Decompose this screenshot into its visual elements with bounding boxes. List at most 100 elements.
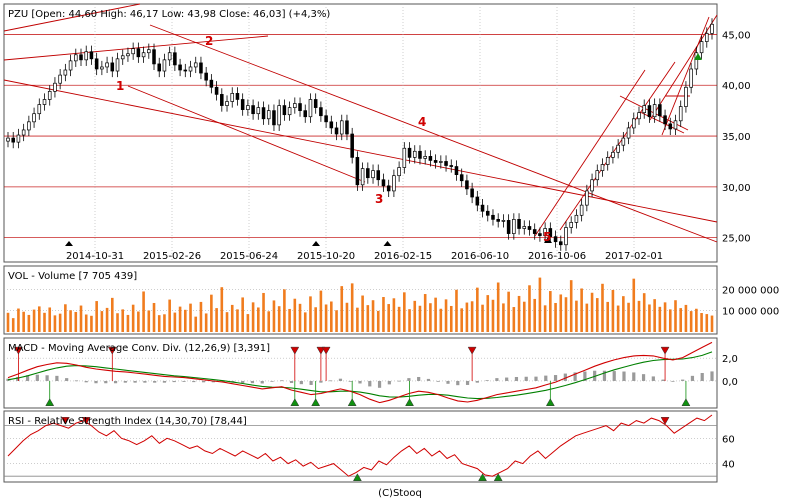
macd-y-tick-label: 2,0: [722, 354, 738, 365]
price-marker-triangle: [65, 241, 73, 246]
volume-bar: [674, 300, 677, 332]
rsi-panel-title: RSI - Relative Strength Index (14,30,70)…: [8, 416, 247, 427]
volume-bar: [74, 311, 78, 332]
volume-panel-frame: [3, 265, 718, 335]
copyright-footer: (C)Stooq: [378, 488, 422, 499]
candle-body: [272, 110, 276, 126]
macd-histogram-bar: [514, 376, 519, 381]
macd-buy-marker: [45, 398, 55, 406]
candle-body: [532, 229, 537, 234]
macd-histogram-bar: [710, 371, 714, 381]
macd-histogram-bar: [475, 380, 479, 383]
candle-body: [162, 59, 167, 72]
macd-buy-marker: [545, 398, 555, 406]
volume-bar: [95, 301, 98, 332]
candle-body: [287, 107, 292, 116]
price-x-tick-label: 2016-02-15: [374, 251, 432, 262]
volume-tick-labels: 20 000 000 10 000 000: [722, 285, 779, 317]
volume-bar: [314, 307, 317, 332]
volume-bar: [84, 314, 88, 332]
macd-histogram-bar: [485, 380, 489, 381]
macd-histogram-bar: [524, 376, 528, 381]
candle-body: [402, 147, 407, 168]
volume-bar: [549, 291, 552, 332]
candle-body: [37, 104, 42, 115]
macd-histogram-bar: [84, 380, 88, 383]
volume-bar: [48, 307, 52, 332]
macd-histogram-bar: [436, 380, 440, 382]
volume-bar: [517, 295, 521, 332]
volume-bar: [283, 289, 286, 332]
candle-body: [538, 233, 542, 236]
volume-bar: [491, 299, 495, 332]
price-marker-triangle: [312, 241, 320, 246]
candle-body: [418, 150, 422, 159]
volume-panel-title: VOL - Volume [7 705 439]: [8, 271, 137, 282]
volume-bar: [564, 297, 568, 332]
macd-histogram-bar: [35, 374, 39, 381]
candle-body: [63, 69, 68, 76]
macd-histogram-bar: [280, 380, 284, 382]
candle-body: [282, 105, 287, 116]
macd-line: [7, 341, 713, 404]
volume-bar: [465, 302, 469, 332]
volume-bar: [413, 300, 417, 332]
candle-body: [371, 170, 375, 179]
volume-bar: [147, 310, 151, 332]
candle-body: [684, 86, 688, 107]
volume-bar: [382, 297, 385, 332]
volume-bar: [6, 312, 10, 332]
macd-histogram-bar: [368, 380, 372, 387]
volume-bar: [324, 304, 328, 332]
volume-bar: [538, 277, 542, 332]
volume-bar: [569, 280, 573, 332]
macd-sell-marker: [290, 346, 300, 355]
candle-body: [42, 99, 47, 105]
candle-body: [590, 179, 594, 192]
candle-body: [501, 220, 506, 222]
macd-grid: [4, 357, 717, 382]
volume-bar: [444, 299, 448, 332]
candle-body: [517, 219, 521, 229]
candle-body: [512, 219, 516, 234]
macd-y-tick-label: 0,0: [722, 377, 738, 388]
macd-histogram-bar: [671, 380, 675, 382]
macd-histogram-bar: [123, 380, 127, 383]
candle-body: [611, 151, 615, 158]
volume-bar: [137, 311, 140, 332]
candle-body: [251, 105, 255, 115]
macd-histogram-bar: [426, 378, 431, 381]
candle-body: [616, 144, 620, 153]
volume-bar: [403, 292, 406, 332]
macd-histogram-bar: [690, 375, 695, 381]
macd-histogram-bar: [289, 380, 294, 384]
macd-histogram-bar: [201, 380, 206, 383]
volume-bar: [601, 283, 604, 332]
volume-bar: [627, 302, 630, 332]
candle-body: [652, 104, 657, 118]
candle-body: [126, 53, 130, 57]
candle-body: [131, 48, 135, 55]
candle-body: [626, 127, 631, 139]
macd-panel-title: MACD - Moving Average Conv. Div. (12,26,…: [8, 343, 270, 354]
price-y-tick-label: 40,00: [722, 81, 751, 92]
macd-histogram-bar: [16, 376, 20, 381]
candle-body: [120, 55, 125, 60]
wave-label-1: 1: [116, 79, 124, 93]
price-y-tick-label: 30,00: [722, 183, 751, 194]
candle-body: [585, 190, 589, 206]
macd-histogram-bar: [270, 380, 274, 382]
volume-bar: [663, 302, 667, 332]
volume-bar: [116, 313, 119, 332]
candle-body: [543, 228, 547, 236]
macd-sell-marker: [321, 346, 331, 355]
macd-histogram-bar: [632, 372, 636, 381]
candle-body: [689, 68, 693, 88]
candle-body: [183, 69, 188, 72]
volume-bar: [303, 312, 307, 332]
volume-bar: [210, 294, 213, 332]
volume-bar: [632, 278, 636, 332]
volume-bar: [309, 296, 312, 332]
candle-body: [115, 58, 120, 72]
